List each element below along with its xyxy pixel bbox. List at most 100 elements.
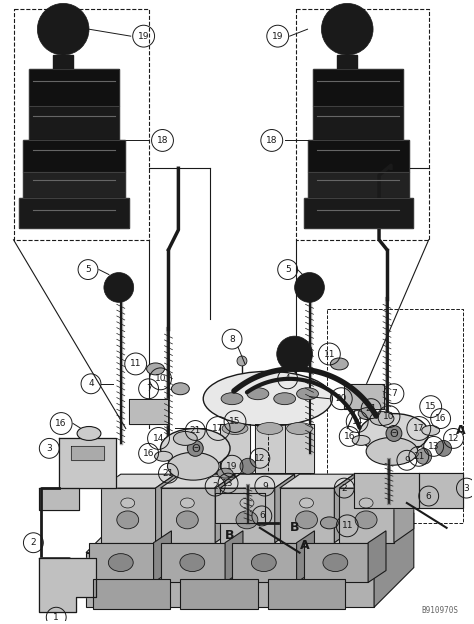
Polygon shape	[215, 474, 235, 543]
Polygon shape	[313, 69, 403, 105]
Ellipse shape	[330, 358, 348, 370]
Polygon shape	[23, 172, 125, 198]
Text: 18: 18	[266, 136, 277, 145]
Polygon shape	[129, 399, 168, 424]
Polygon shape	[93, 580, 171, 609]
Polygon shape	[155, 474, 175, 543]
Ellipse shape	[247, 388, 269, 400]
Text: 2: 2	[341, 484, 347, 492]
Polygon shape	[220, 488, 275, 543]
Ellipse shape	[296, 511, 318, 529]
Ellipse shape	[222, 422, 248, 434]
Text: 9: 9	[262, 482, 268, 490]
Polygon shape	[220, 424, 250, 473]
Circle shape	[386, 426, 402, 441]
Text: A: A	[456, 424, 465, 437]
Ellipse shape	[323, 553, 348, 572]
Text: 8: 8	[229, 334, 235, 344]
Polygon shape	[275, 474, 295, 543]
Text: B: B	[290, 521, 300, 534]
Polygon shape	[303, 198, 413, 228]
Polygon shape	[39, 488, 79, 510]
Polygon shape	[394, 474, 414, 543]
Ellipse shape	[297, 388, 319, 400]
Polygon shape	[268, 580, 345, 609]
Text: 6: 6	[259, 512, 264, 520]
Text: 14: 14	[352, 417, 363, 426]
Ellipse shape	[77, 427, 101, 441]
Text: 4: 4	[88, 379, 94, 388]
Ellipse shape	[366, 437, 418, 466]
Polygon shape	[161, 488, 215, 543]
Polygon shape	[86, 513, 414, 553]
Text: 17: 17	[413, 424, 425, 433]
Ellipse shape	[173, 431, 197, 446]
Text: Θ: Θ	[191, 444, 200, 454]
Polygon shape	[368, 531, 386, 582]
Text: 6: 6	[426, 492, 431, 500]
Ellipse shape	[221, 392, 243, 404]
Ellipse shape	[117, 511, 139, 529]
Ellipse shape	[257, 422, 283, 434]
Polygon shape	[308, 172, 409, 198]
Text: 19: 19	[226, 462, 238, 470]
Text: 13: 13	[222, 479, 234, 487]
Polygon shape	[205, 473, 310, 493]
Text: 16: 16	[344, 432, 355, 441]
Polygon shape	[297, 531, 314, 582]
Polygon shape	[39, 558, 96, 612]
Text: 21: 21	[163, 469, 174, 478]
Circle shape	[104, 273, 134, 303]
Ellipse shape	[300, 498, 313, 508]
Text: 2: 2	[212, 482, 218, 490]
Circle shape	[416, 449, 432, 464]
Text: Θ: Θ	[390, 429, 398, 439]
Ellipse shape	[287, 422, 312, 434]
Polygon shape	[232, 543, 297, 582]
Text: 16: 16	[55, 419, 67, 428]
Text: 17: 17	[212, 424, 224, 433]
Polygon shape	[255, 424, 285, 473]
Circle shape	[290, 356, 300, 366]
Text: 7: 7	[146, 384, 152, 393]
Text: 4: 4	[285, 374, 291, 383]
Ellipse shape	[355, 511, 377, 529]
Polygon shape	[285, 424, 314, 473]
Text: 9: 9	[404, 456, 410, 465]
Ellipse shape	[121, 498, 135, 508]
Ellipse shape	[236, 511, 258, 529]
Text: 11: 11	[130, 359, 141, 368]
Polygon shape	[344, 384, 384, 409]
Ellipse shape	[146, 363, 164, 375]
Text: 10: 10	[383, 412, 395, 421]
Circle shape	[237, 356, 247, 366]
Ellipse shape	[359, 498, 373, 508]
Ellipse shape	[155, 451, 173, 461]
Text: 19: 19	[138, 32, 149, 41]
Text: 15: 15	[425, 402, 437, 411]
Text: 1: 1	[54, 613, 59, 622]
Text: 13: 13	[428, 442, 439, 451]
Polygon shape	[101, 474, 175, 488]
Text: 21: 21	[413, 452, 424, 461]
Circle shape	[436, 441, 452, 456]
Ellipse shape	[251, 553, 276, 572]
Text: 12: 12	[448, 434, 459, 443]
Polygon shape	[101, 488, 155, 543]
Ellipse shape	[359, 414, 428, 453]
Polygon shape	[59, 439, 116, 488]
Ellipse shape	[203, 371, 332, 426]
Polygon shape	[354, 473, 419, 508]
Circle shape	[187, 441, 203, 456]
Text: 11: 11	[324, 349, 335, 359]
Ellipse shape	[161, 429, 230, 468]
Ellipse shape	[167, 452, 219, 480]
Polygon shape	[19, 198, 129, 228]
Text: 20: 20	[336, 394, 347, 403]
Polygon shape	[303, 543, 368, 582]
Polygon shape	[280, 488, 334, 543]
Ellipse shape	[320, 517, 338, 529]
Text: 2: 2	[30, 539, 36, 547]
Polygon shape	[220, 474, 295, 488]
Text: 3: 3	[46, 444, 52, 453]
